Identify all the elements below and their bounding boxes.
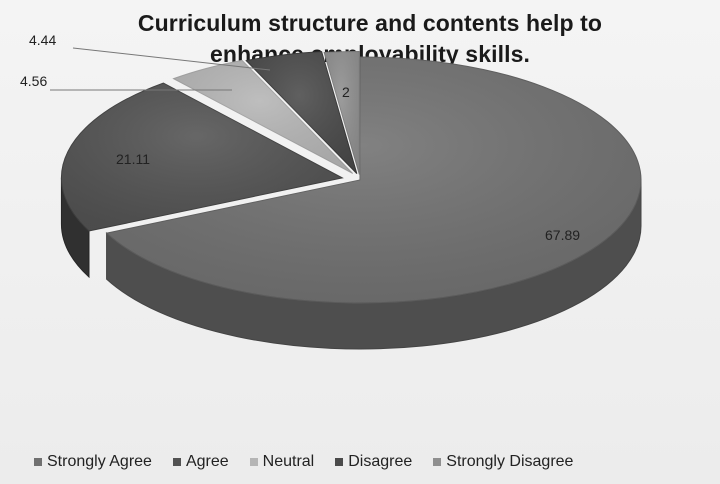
data-label-strongly-agree: 67.89 — [545, 227, 580, 243]
legend-label-strongly-disagree: Strongly Disagree — [446, 453, 574, 470]
chart-legend: Strongly Agree Agree Neutral Disagree St… — [34, 453, 573, 471]
legend-swatch-agree — [172, 458, 181, 466]
legend-label-agree: Agree — [185, 453, 229, 470]
legend-item-strongly-agree: Strongly Agree — [34, 453, 152, 471]
legend-swatch-disagree — [335, 458, 344, 466]
data-label-neutral: 4.56 — [20, 73, 47, 89]
legend-item-strongly-disagree: Strongly Disagree — [433, 453, 573, 471]
data-label-agree: 21.11 — [116, 151, 150, 167]
chart-title: Curriculum structure and contents help t… — [120, 8, 620, 70]
legend-label-strongly-agree: Strongly Agree — [47, 453, 152, 470]
legend-item-agree: Agree — [172, 453, 229, 471]
legend-item-neutral: Neutral — [249, 453, 315, 471]
data-label-strongly-disagree: 2 — [342, 84, 350, 100]
legend-label-disagree: Disagree — [348, 453, 413, 470]
chart-title-line-1: Curriculum structure and contents help t… — [137, 10, 603, 36]
legend-swatch-neutral — [249, 458, 258, 466]
leader-line-disagree — [72, 47, 271, 71]
data-label-disagree: 4.44 — [29, 32, 56, 48]
legend-label-neutral: Neutral — [262, 453, 315, 470]
legend-swatch-strongly-agree — [34, 458, 42, 466]
legend-swatch-strongly-disagree — [433, 458, 442, 466]
legend-item-disagree: Disagree — [335, 453, 412, 471]
